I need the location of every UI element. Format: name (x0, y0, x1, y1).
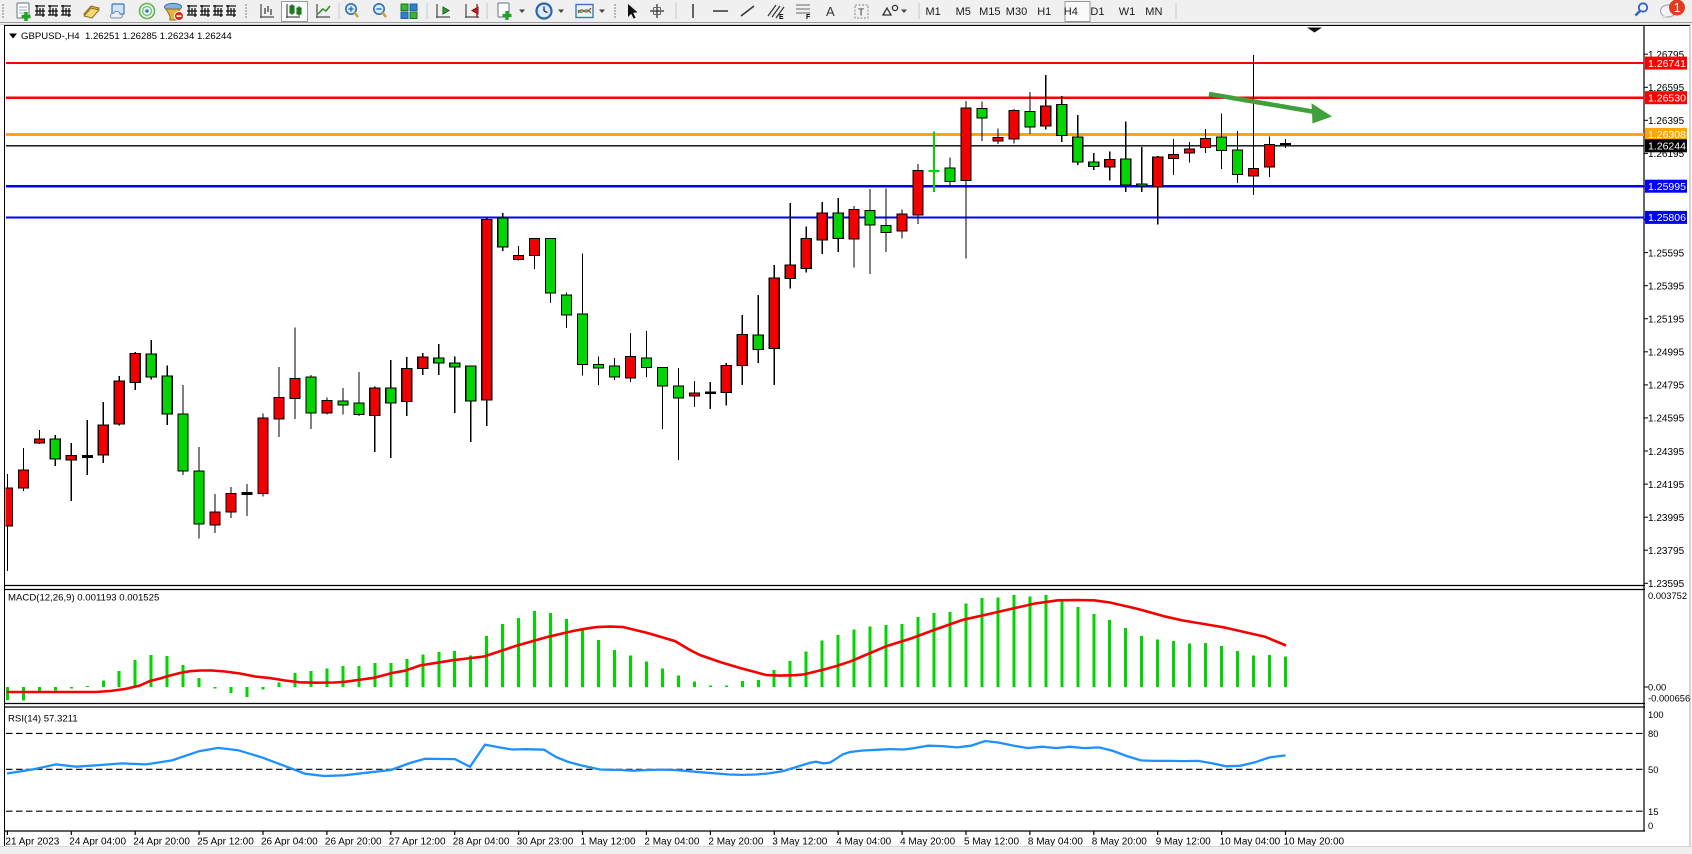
svg-text:10 May 04:00: 10 May 04:00 (1220, 837, 1281, 848)
svg-text:1.26244: 1.26244 (1648, 141, 1686, 153)
svg-text:1.25995: 1.25995 (1648, 181, 1686, 193)
svg-text:1.26195: 1.26195 (1648, 149, 1685, 160)
svg-text:1: 1 (1674, 1, 1681, 15)
svg-text:1.24195: 1.24195 (1648, 480, 1685, 491)
svg-text:28 Apr 04:00: 28 Apr 04:00 (453, 837, 510, 848)
svg-text:1.23595: 1.23595 (1648, 579, 1685, 590)
svg-text:1.24995: 1.24995 (1648, 348, 1685, 359)
svg-text:4 May 20:00: 4 May 20:00 (900, 837, 955, 848)
svg-text:26 Apr 20:00: 26 Apr 20:00 (325, 837, 382, 848)
svg-text:W1: W1 (1119, 6, 1136, 18)
svg-text:A: A (826, 4, 835, 19)
svg-text:24 Apr 20:00: 24 Apr 20:00 (133, 837, 190, 848)
svg-text:M5: M5 (956, 6, 971, 18)
svg-text:1.24595: 1.24595 (1648, 414, 1685, 425)
svg-text:2 May 20:00: 2 May 20:00 (708, 837, 763, 848)
svg-text:4 May 04:00: 4 May 04:00 (836, 837, 891, 848)
svg-text:MN: MN (1145, 6, 1162, 18)
svg-text:1.26395: 1.26395 (1648, 116, 1685, 127)
svg-text:30 Apr 23:00: 30 Apr 23:00 (517, 837, 574, 848)
svg-text:100: 100 (1648, 709, 1664, 720)
svg-text:8 May 20:00: 8 May 20:00 (1092, 837, 1147, 848)
svg-text:MACD(12,26,9) 0.001193 0.00152: MACD(12,26,9) 0.001193 0.001525 (8, 593, 159, 604)
svg-text:5 May 12:00: 5 May 12:00 (964, 837, 1019, 848)
svg-text:0: 0 (1648, 820, 1653, 831)
svg-text:M1: M1 (926, 6, 941, 18)
svg-text:27 Apr 12:00: 27 Apr 12:00 (389, 837, 446, 848)
svg-text:1.26308: 1.26308 (1648, 129, 1686, 141)
svg-text:1.24395: 1.24395 (1648, 447, 1685, 458)
svg-text:E: E (779, 14, 784, 21)
svg-text:H1: H1 (1037, 6, 1051, 18)
svg-text:T: T (858, 8, 864, 19)
svg-text:9 May 12:00: 9 May 12:00 (1156, 837, 1211, 848)
svg-text:1.26595: 1.26595 (1648, 83, 1685, 94)
svg-text:15: 15 (1648, 806, 1658, 817)
svg-text:1.23795: 1.23795 (1648, 546, 1685, 557)
svg-text:10 May 20:00: 10 May 20:00 (1284, 837, 1345, 848)
svg-text:50: 50 (1648, 764, 1658, 775)
svg-text:26 Apr 04:00: 26 Apr 04:00 (261, 837, 318, 848)
svg-text:H4: H4 (1064, 6, 1078, 18)
svg-text:3 May 12:00: 3 May 12:00 (772, 837, 827, 848)
svg-text:-0.000656: -0.000656 (1648, 692, 1690, 703)
svg-text:80: 80 (1648, 728, 1658, 739)
svg-text:RSI(14) 57.3211: RSI(14) 57.3211 (8, 714, 78, 725)
svg-text:1.23995: 1.23995 (1648, 513, 1685, 524)
svg-text:1.26530: 1.26530 (1648, 93, 1686, 105)
svg-text:F: F (806, 14, 811, 21)
svg-text:2 May 04:00: 2 May 04:00 (644, 837, 699, 848)
svg-text:8 May 04:00: 8 May 04:00 (1028, 837, 1083, 848)
svg-text:1.25806: 1.25806 (1648, 212, 1686, 224)
svg-text:1.24795: 1.24795 (1648, 381, 1685, 392)
svg-text:GBPUSD-,H4 1.26251 1.26285 1.: GBPUSD-,H4 1.26251 1.26285 1.26234 1.262… (21, 31, 232, 42)
svg-text:0.00: 0.00 (1648, 682, 1666, 693)
svg-text:24 Apr 04:00: 24 Apr 04:00 (69, 837, 126, 848)
svg-text:M30: M30 (1006, 6, 1027, 18)
svg-text:0.003752: 0.003752 (1648, 590, 1687, 601)
svg-text:1 May 12:00: 1 May 12:00 (581, 837, 636, 848)
svg-text:1.26795: 1.26795 (1648, 50, 1685, 61)
svg-text:1.26741: 1.26741 (1648, 58, 1686, 70)
svg-text:M15: M15 (979, 6, 1000, 18)
svg-text:25 Apr 12:00: 25 Apr 12:00 (197, 837, 254, 848)
svg-text:1.25595: 1.25595 (1648, 248, 1685, 259)
svg-text:1.25195: 1.25195 (1648, 315, 1685, 326)
svg-text:D1: D1 (1090, 6, 1104, 18)
svg-text:21 Apr 2023: 21 Apr 2023 (5, 837, 59, 848)
svg-text:1.25395: 1.25395 (1648, 282, 1685, 293)
